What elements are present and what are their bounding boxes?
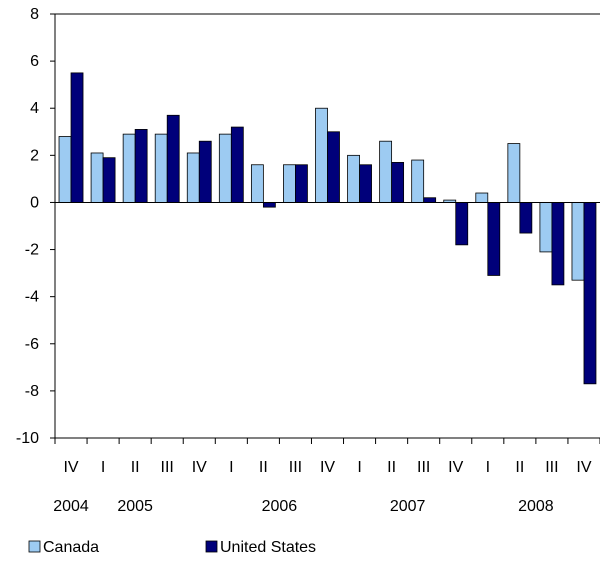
y-tick-label: -2 — [25, 242, 39, 259]
y-tick-label: 4 — [30, 100, 39, 117]
quarter-label: IV — [192, 459, 207, 476]
bar-united-states — [198, 140, 212, 203]
bar-canada — [475, 192, 489, 203]
bars — [58, 72, 597, 385]
bar-united-states — [166, 114, 180, 203]
y-tick-label: 2 — [30, 147, 39, 164]
y-tick-label: 6 — [30, 53, 39, 70]
quarter-label: II — [515, 459, 524, 476]
year-label: 2008 — [518, 498, 554, 515]
bar-united-states — [295, 164, 308, 203]
bar-united-states — [230, 126, 244, 203]
bar-united-states — [134, 129, 148, 203]
y-tick-label: -4 — [25, 289, 39, 306]
bar-canada — [122, 133, 136, 203]
legend: Canada United States — [28, 539, 316, 556]
bar-united-states — [102, 157, 116, 203]
bar-united-states — [391, 161, 405, 203]
y-tick-label: 8 — [30, 6, 39, 23]
bar-united-states — [455, 202, 469, 246]
legend-label-united-states: United States — [220, 539, 316, 556]
bar-canada — [250, 164, 264, 203]
quarter-label: III — [161, 459, 174, 476]
y-tick-label: -10 — [16, 430, 39, 447]
bar-canada — [186, 152, 200, 203]
quarter-label: II — [131, 459, 140, 476]
bar-canada — [315, 107, 328, 203]
bar-canada — [539, 202, 553, 253]
quarter-label: I — [357, 459, 361, 476]
legend-swatch-united-states — [205, 540, 218, 553]
quarter-label: IV — [63, 459, 78, 476]
year-label: 2005 — [117, 498, 153, 515]
bar-canada — [90, 152, 104, 203]
bar-united-states — [70, 72, 84, 203]
bar-canada — [379, 140, 393, 203]
quarter-label: II — [387, 459, 396, 476]
quarter-label: II — [259, 459, 268, 476]
legend-label-canada: Canada — [43, 539, 99, 556]
bar-canada — [154, 133, 168, 203]
bar-united-states — [359, 164, 372, 203]
year-label: 2004 — [53, 498, 89, 515]
bar-united-states — [551, 202, 565, 286]
quarter-label: III — [289, 459, 302, 476]
bar-canada — [58, 136, 72, 203]
bar-canada — [347, 154, 360, 203]
quarter-label: IV — [448, 459, 463, 476]
quarter-label: IV — [320, 459, 335, 476]
quarter-label: III — [417, 459, 430, 476]
year-label: 2006 — [262, 498, 298, 515]
quarter-label: III — [545, 459, 558, 476]
bar-canada — [411, 159, 425, 203]
quarter-label: I — [229, 459, 233, 476]
year-label: 2007 — [390, 498, 426, 515]
bar-canada — [571, 202, 585, 281]
quarter-label: I — [101, 459, 105, 476]
bar-united-states — [487, 202, 501, 276]
bar-united-states — [262, 202, 276, 208]
y-tick-label: -6 — [25, 336, 39, 353]
quarter-label: IV — [576, 459, 591, 476]
y-tick-label: -8 — [25, 383, 39, 400]
quarter-label: I — [486, 459, 490, 476]
legend-swatch-canada — [28, 540, 41, 553]
y-axis: 8 6 4 2 0 -2 -4 -6 -8 -10 — [16, 6, 600, 447]
bar-canada — [507, 143, 521, 203]
bar-canada — [218, 133, 232, 203]
bar-united-states — [327, 131, 340, 203]
bar-canada — [283, 164, 296, 203]
y-tick-label: 0 — [30, 194, 39, 211]
bar-united-states — [583, 202, 597, 385]
bar-united-states — [519, 202, 533, 234]
bar-united-states — [423, 197, 437, 203]
